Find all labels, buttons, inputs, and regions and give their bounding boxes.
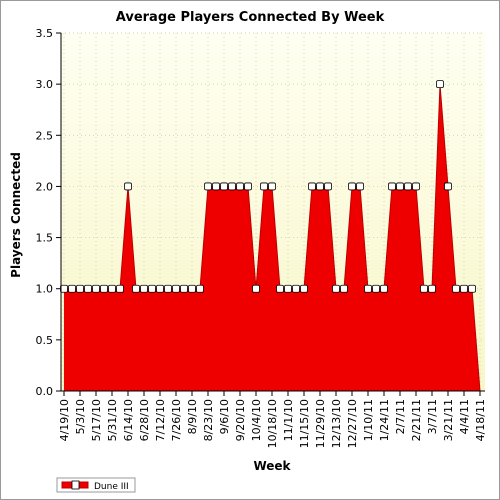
data-point-marker (436, 80, 444, 89)
x-tick-label: 5/17/10 (90, 399, 103, 441)
data-point-marker (404, 182, 412, 191)
x-tick-label: 8/9/10 (186, 399, 199, 434)
data-point-marker (460, 284, 468, 293)
data-point-marker (468, 284, 476, 293)
x-tick-label: 12/27/10 (346, 399, 359, 448)
x-tick-label: 3/7/11 (426, 399, 439, 434)
data-point-marker (84, 284, 92, 293)
chart-title: Average Players Connected By Week (116, 10, 385, 25)
x-tick-label: 11/15/10 (298, 399, 311, 448)
x-tick-label: 3/21/11 (442, 399, 455, 441)
data-point-marker (60, 284, 68, 293)
x-tick-label: 7/26/10 (170, 399, 183, 441)
data-point-marker (132, 284, 140, 293)
data-point-marker (140, 284, 148, 293)
data-point-marker (76, 284, 84, 293)
x-tick-label: 4/4/11 (458, 399, 471, 434)
y-tick-label: 2.5 (36, 129, 54, 142)
x-tick-label: 6/28/10 (138, 399, 151, 441)
x-tick-label: 10/4/10 (250, 399, 263, 441)
y-tick-label: 3.5 (36, 27, 54, 40)
x-tick-label: 6/14/10 (122, 399, 135, 441)
data-point-marker (180, 284, 188, 293)
data-point-marker (108, 284, 116, 293)
series-area-dune-iii (64, 84, 480, 392)
x-tick-label: 5/3/10 (74, 399, 87, 434)
data-point-marker (428, 284, 436, 293)
legend-label: Dune III (94, 482, 129, 492)
x-tick-label: 8/23/10 (202, 399, 215, 441)
data-point-marker (148, 284, 156, 293)
data-point-marker (340, 284, 348, 293)
data-point-marker (116, 284, 124, 293)
data-point-marker (444, 182, 452, 191)
data-point-marker (220, 182, 228, 191)
data-point-marker (164, 284, 172, 293)
data-point-marker (252, 284, 260, 293)
data-point-marker (388, 182, 396, 191)
data-point-marker (156, 284, 164, 293)
y-tick-label: 1.0 (36, 283, 54, 296)
data-point-marker (204, 182, 212, 191)
data-point-marker (68, 284, 76, 293)
data-point-marker (244, 182, 252, 191)
x-axis-title: Week (253, 459, 291, 473)
x-tick-label: 1/10/11 (362, 399, 375, 441)
data-point-marker (348, 182, 356, 191)
data-point-marker (124, 182, 132, 191)
data-point-marker (308, 182, 316, 191)
data-point-marker (268, 182, 276, 191)
x-tick-label: 7/12/10 (154, 399, 167, 441)
y-axis-ticks: 0.0 0.5 1.0 1.5 2.0 2.5 3.0 3.5 (36, 27, 61, 398)
x-tick-label: 9/6/10 (218, 399, 231, 434)
data-point-marker (372, 284, 380, 293)
data-point-marker (284, 284, 292, 293)
data-point-marker (196, 284, 204, 293)
data-point-marker (364, 284, 372, 293)
data-point-marker (452, 284, 460, 293)
data-point-marker (396, 182, 404, 191)
data-point-marker (100, 284, 108, 293)
y-tick-label: 0.5 (36, 334, 54, 347)
data-point-marker (316, 182, 324, 191)
data-point-marker (188, 284, 196, 293)
data-point-marker (212, 182, 220, 191)
legend: Dune III (56, 477, 136, 493)
x-tick-label: 4/18/11 (474, 399, 487, 441)
legend-marker (71, 480, 80, 490)
data-point-marker (420, 284, 428, 293)
y-tick-label: 1.5 (36, 232, 54, 245)
data-point-marker (172, 284, 180, 293)
data-point-marker (260, 182, 268, 191)
data-point-marker (228, 182, 236, 191)
x-tick-label: 1/24/11 (378, 399, 391, 441)
y-tick-label: 2.0 (36, 180, 54, 193)
data-point-marker (412, 182, 420, 191)
x-tick-label: 11/1/10 (282, 399, 295, 441)
x-tick-label: 10/18/10 (266, 399, 279, 448)
data-point-marker (276, 284, 284, 293)
data-markers (60, 80, 476, 293)
y-axis-title: Players Connected (9, 152, 23, 278)
data-point-marker (332, 284, 340, 293)
data-point-marker (92, 284, 100, 293)
data-point-marker (236, 182, 244, 191)
data-point-marker (300, 284, 308, 293)
data-point-marker (292, 284, 300, 293)
data-point-marker (380, 284, 388, 293)
y-tick-label: 0.0 (36, 385, 54, 398)
x-tick-label: 2/21/11 (410, 399, 423, 441)
x-tick-label: 12/13/10 (330, 399, 343, 448)
x-tick-label: 5/31/10 (106, 399, 119, 441)
x-tick-label: 11/29/10 (314, 399, 327, 448)
x-axis-ticks: 4/19/10 5/3/10 5/17/10 5/31/10 6/14/10 6/28/1… (58, 391, 487, 448)
x-tick-label: 2/7/11 (394, 399, 407, 434)
x-tick-label: 9/20/10 (234, 399, 247, 441)
y-tick-label: 3.0 (36, 78, 54, 91)
data-point-marker (356, 182, 364, 191)
x-tick-label: 4/19/10 (58, 399, 71, 441)
data-point-marker (324, 182, 332, 191)
